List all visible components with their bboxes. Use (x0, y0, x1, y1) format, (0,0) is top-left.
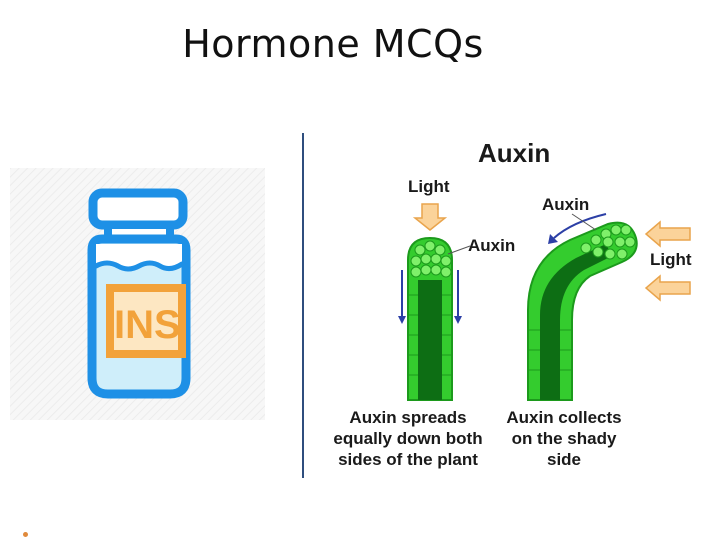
straight-shoot-tip-cells (410, 240, 452, 278)
insulin-vial-icon: INS (10, 168, 265, 420)
straight-shoot-core (418, 280, 442, 400)
vertical-divider (302, 133, 304, 478)
bent-shoot-tip-cells (580, 224, 636, 260)
bullet-dot (23, 532, 28, 537)
vial-label-text: INS (114, 303, 181, 347)
bent-shoot-core (540, 244, 612, 400)
light-arrow-right-bottom (644, 274, 691, 302)
auxin-pointer-right (571, 213, 597, 231)
light-arrow-right-top (644, 220, 691, 248)
shady-flow-arrow (553, 213, 607, 239)
light-arrow-down (412, 203, 448, 231)
vial-label-box (106, 284, 186, 358)
vial-liquid-top (96, 244, 182, 269)
auxin-label-right: Auxin (542, 195, 590, 214)
vial-cap (88, 188, 188, 230)
auxin-pointer-left (447, 245, 471, 255)
light-label-left: Light (408, 177, 450, 196)
bent-shoot (527, 213, 638, 401)
slide-title: Hormone MCQs (182, 22, 484, 66)
caption-left: Auxin spreads equally down both sides of… (333, 408, 483, 469)
vial-wave-line (93, 260, 185, 272)
auxin-label-left: Auxin (468, 236, 516, 255)
auxin-figure-title: Auxin (478, 138, 551, 168)
straight-shoot (398, 236, 462, 401)
light-label-right: Light (650, 250, 692, 269)
auxin-diagram: Auxin Light Auxin Auxin Light Auxin spre… (310, 130, 710, 480)
caption-right: Auxin collects on the shady side (506, 408, 622, 469)
